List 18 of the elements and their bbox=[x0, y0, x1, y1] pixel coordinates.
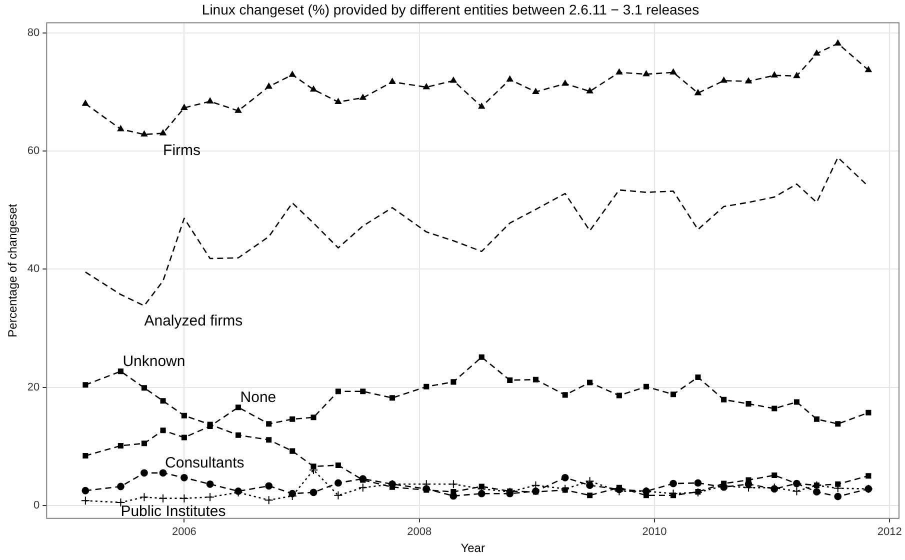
y-tick-label: 20 bbox=[27, 381, 40, 394]
series-label: Firms bbox=[163, 142, 201, 159]
series-label: None bbox=[240, 388, 276, 406]
x-tick-label: 2008 bbox=[407, 526, 432, 538]
x-axis-title: Year bbox=[460, 541, 485, 556]
y-tick-label: 60 bbox=[27, 145, 40, 158]
x-tick-label: 2010 bbox=[642, 526, 667, 538]
chart-title: Linux changeset (%) provided by different entities between 2.6.11 − 3.1 releases bbox=[202, 1, 700, 18]
y-tick-label: 0 bbox=[34, 499, 40, 512]
y-axis-title: Percentage of changeset bbox=[6, 203, 20, 338]
series-label: Analyzed firms bbox=[144, 312, 243, 330]
y-tick-label: 80 bbox=[27, 26, 40, 39]
x-tick-label: 2012 bbox=[877, 526, 902, 538]
x-tick-label: 2006 bbox=[172, 526, 196, 538]
y-tick-label: 40 bbox=[27, 263, 40, 276]
series-label: Consultants bbox=[165, 454, 244, 472]
series-label: Unknown bbox=[122, 352, 186, 370]
series-label: Public Institutes bbox=[120, 503, 226, 520]
